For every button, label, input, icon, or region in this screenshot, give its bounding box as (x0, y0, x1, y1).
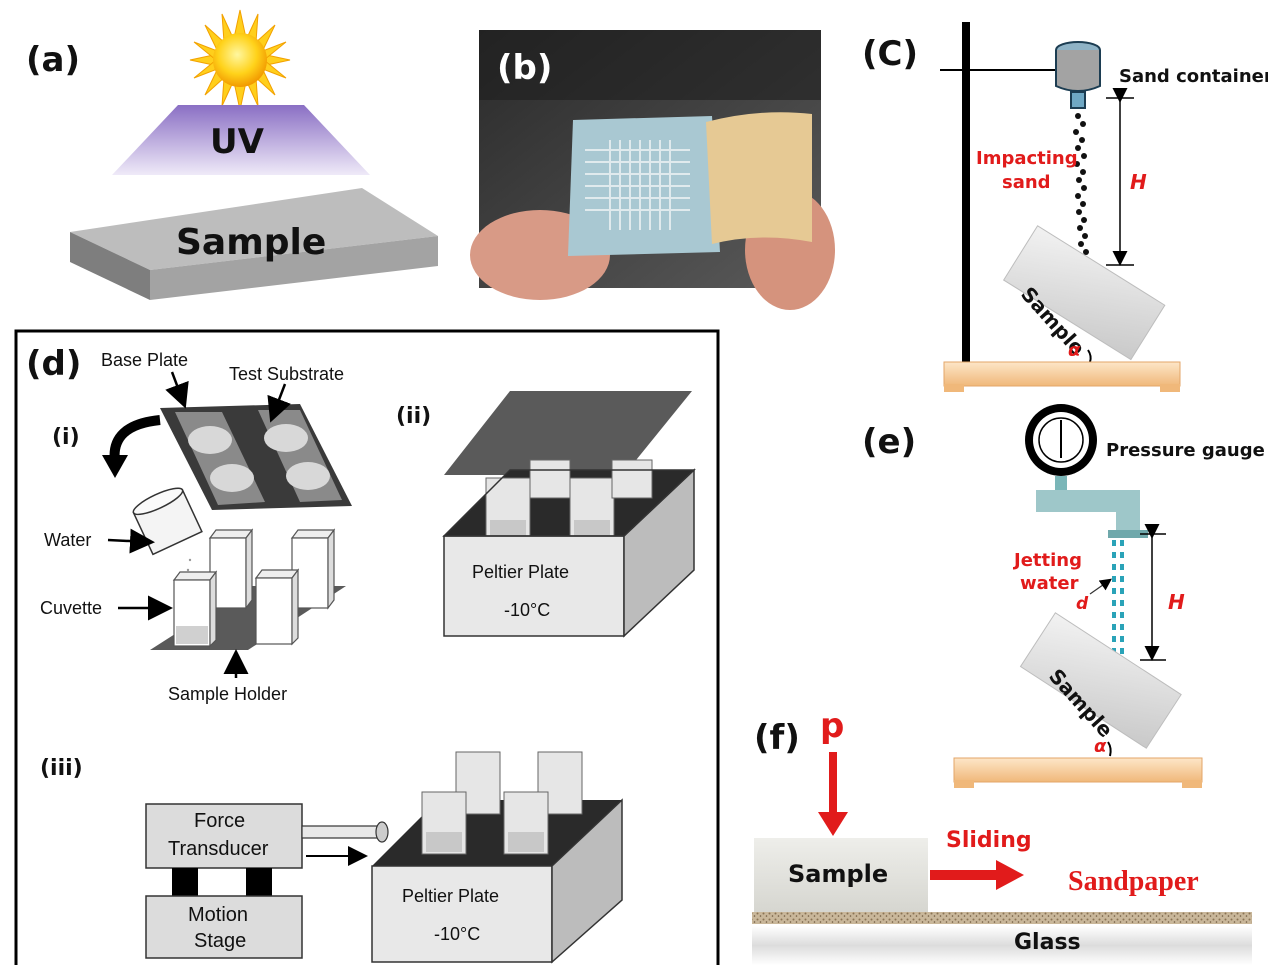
stage-label: Stage (194, 930, 247, 952)
peltier-plate-label-ii: Peltier Plate (472, 562, 570, 582)
panel-c-graphics (940, 22, 1181, 392)
pressure-arrow (818, 752, 848, 836)
height-label-e: H (1168, 590, 1185, 614)
sun-icon (189, 9, 291, 111)
panel-c-label: (C) (862, 34, 919, 74)
glass-plate (752, 926, 1252, 965)
force-label: Force (194, 810, 246, 832)
subpanel-i-label: (i) (52, 425, 80, 450)
wood-stage-e (953, 757, 1203, 788)
panel-a-label: (a) (26, 40, 81, 80)
sample-holder-label: Sample Holder (168, 684, 288, 704)
panel-d-graphics (14, 329, 720, 965)
uv-label: UV (210, 122, 264, 162)
pressure-p-label: p (820, 706, 845, 746)
panel-b-label: (b) (497, 48, 553, 88)
peltier-plate-label-iii: Peltier Plate (402, 886, 500, 906)
panel-f-label: (f) (754, 718, 800, 758)
glass-label: Glass (1014, 930, 1081, 955)
pressure-gauge-icon (1025, 404, 1097, 492)
temperature-label-ii: -10°C (504, 600, 551, 620)
sample-block-e (1019, 612, 1182, 749)
pressure-gauge-label: Pressure gauge (1106, 440, 1265, 461)
water-pipe (1036, 490, 1148, 538)
sandpaper-strip (752, 912, 1252, 924)
sand-particles (1073, 113, 1089, 255)
height-marker-e (1140, 524, 1166, 661)
alpha-label-e: α (1094, 736, 1107, 757)
base-plate (160, 404, 352, 510)
height-label-c: H (1130, 170, 1147, 194)
force-setup-iii (145, 803, 389, 959)
base-plate-label: Base Plate (101, 350, 189, 370)
wood-stage-c (943, 361, 1181, 392)
diameter-label: d (1076, 594, 1089, 614)
sample-block-c (1002, 225, 1166, 361)
sample-block-f (754, 838, 928, 912)
temperature-label-iii: -10°C (434, 924, 481, 944)
sand-container-icon (1055, 41, 1101, 109)
transducer-label: Transducer (168, 838, 269, 860)
test-substrate-label: Test Substrate (229, 364, 345, 384)
sample-label-a: Sample (176, 222, 327, 263)
water-beaker (132, 487, 203, 556)
peltier-assembly-iii (371, 751, 623, 964)
panel-d-label: (d) (26, 344, 82, 384)
cuvettes (172, 528, 336, 648)
angle-arc-e (1107, 741, 1112, 757)
panel-e-graphics (953, 404, 1203, 788)
peltier-assembly-ii (442, 391, 696, 638)
motion-label: Motion (188, 904, 249, 926)
sandpaper-label: Sandpaper (1068, 866, 1199, 897)
sliding-label: Sliding (946, 828, 1032, 853)
impacting-label: Impacting (976, 148, 1078, 169)
height-marker-c (1106, 88, 1134, 266)
uv-beam (112, 105, 370, 175)
water-label-e: water (1020, 573, 1079, 594)
alpha-label-c: α (1068, 340, 1081, 361)
water-jet (1112, 540, 1124, 654)
sample-slab-a (70, 188, 438, 300)
sand-label: sand (1002, 172, 1051, 193)
subpanel-ii-label: (ii) (396, 404, 432, 429)
angle-arc-c (1087, 349, 1092, 363)
panel-e-label: (e) (862, 422, 917, 462)
water-label-d: Water (44, 530, 92, 550)
jetting-label: Jetting (1014, 550, 1082, 571)
panel-f-graphics (752, 752, 1252, 965)
sample-label-f: Sample (788, 860, 889, 888)
panel-b-photo (470, 30, 835, 310)
sliding-arrow (930, 860, 1024, 890)
sand-container-label: Sand container (1119, 66, 1268, 87)
subpanel-iii-label: (iii) (40, 756, 83, 781)
cuvette-label: Cuvette (40, 598, 103, 618)
panel-a-graphics (70, 9, 438, 300)
